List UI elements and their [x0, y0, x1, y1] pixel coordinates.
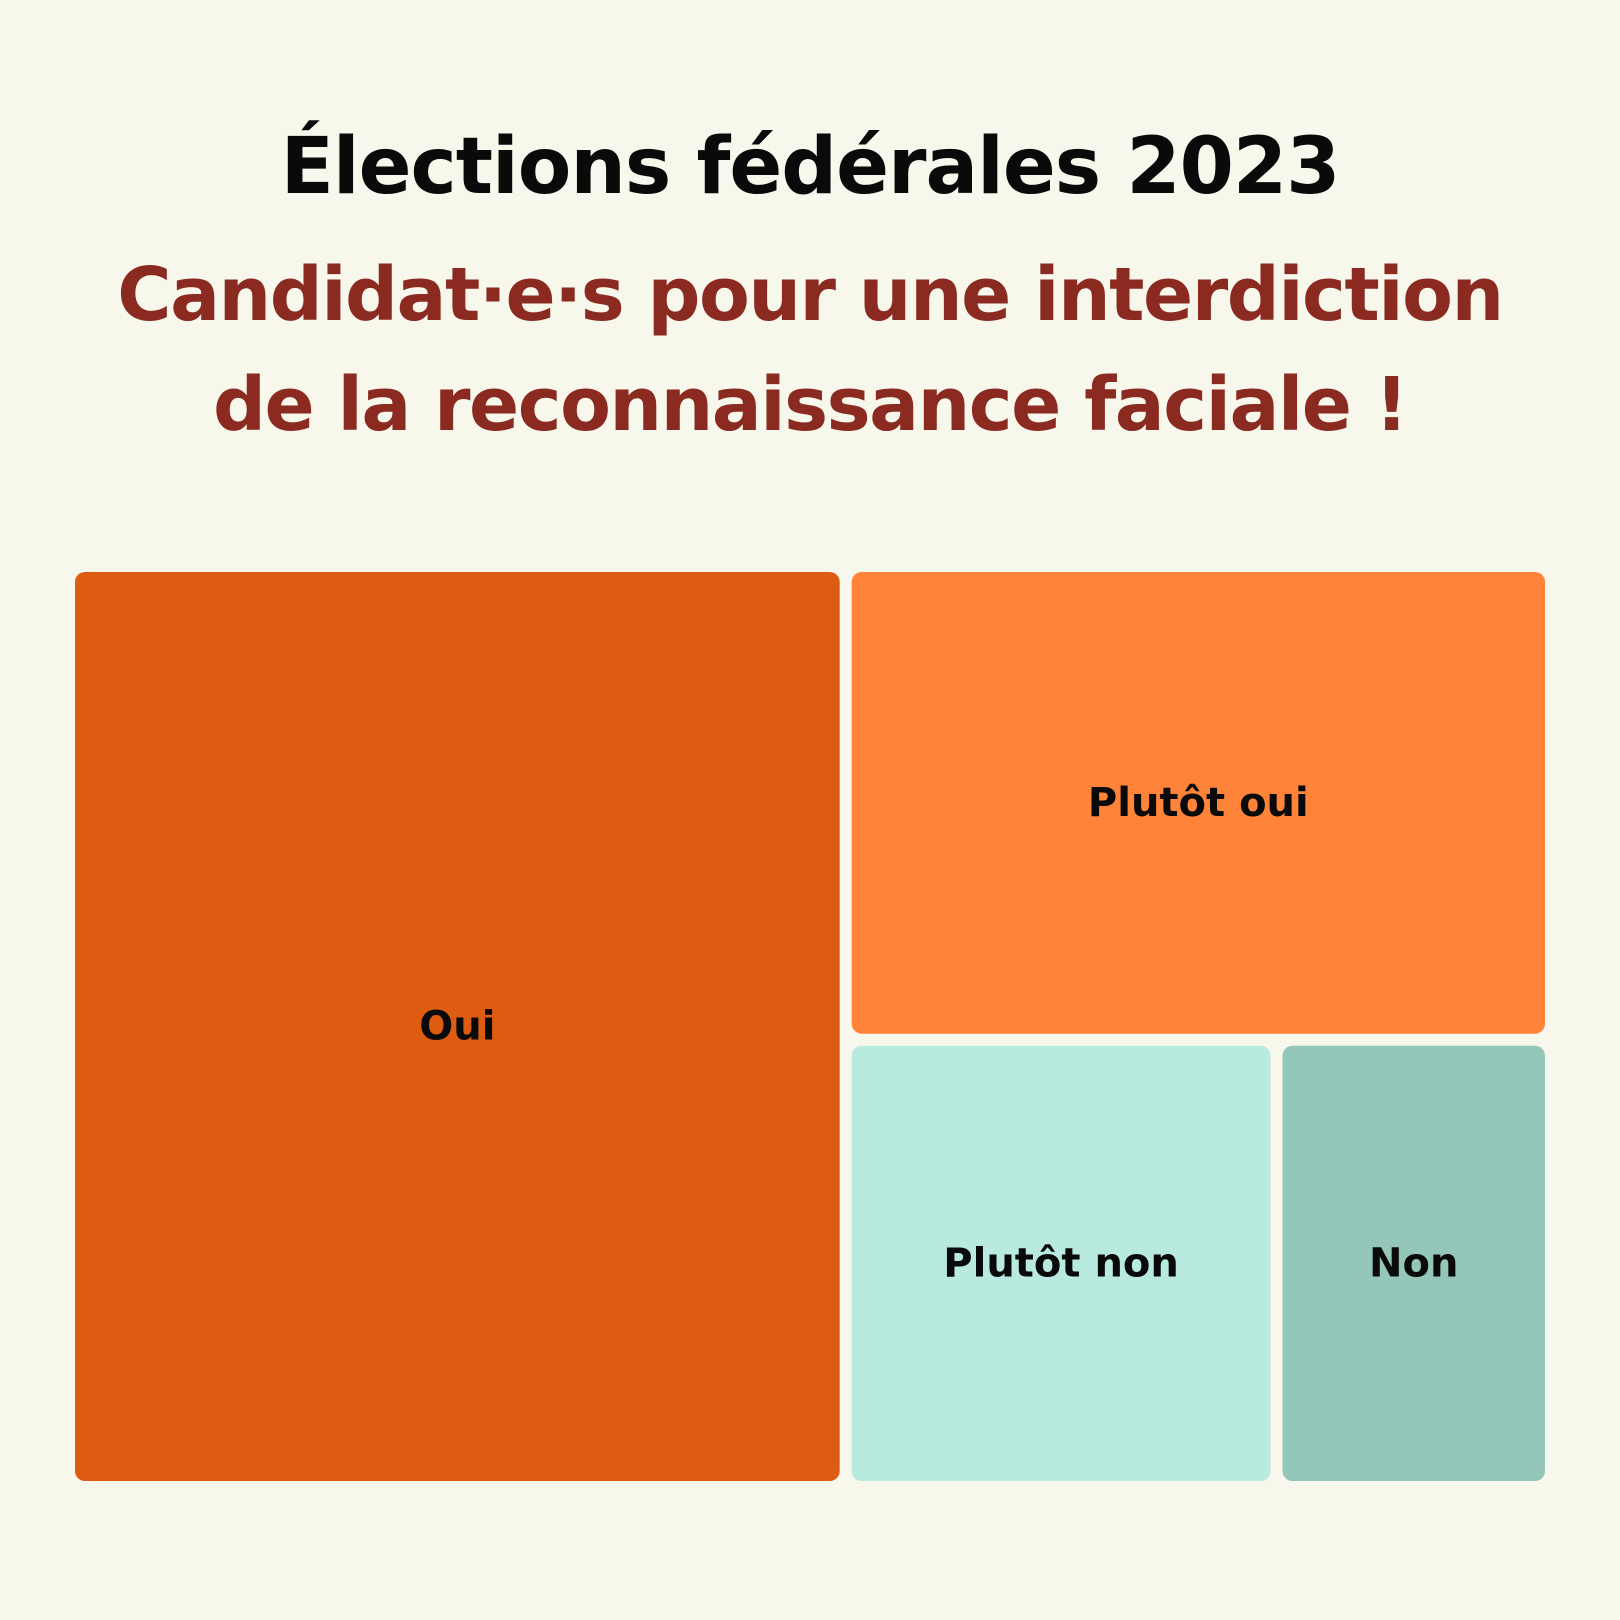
- treemap-tile-plutot-oui: [851, 572, 1545, 1034]
- treemap-label-oui: Oui: [419, 1004, 495, 1050]
- treemap-label-non: Non: [1369, 1240, 1458, 1286]
- treemap-tile-non: [1282, 1045, 1545, 1481]
- chart-subtitle-line-2: de la reconnaissance faciale !: [213, 362, 1408, 448]
- chart-title: Élections fédérales 2023: [280, 122, 1341, 212]
- treemap-label-plutot-oui: Plutôt oui: [1088, 780, 1309, 826]
- treemap-tile-plutot-non: [851, 1045, 1271, 1481]
- treemap-label-plutot-non: Plutôt non: [943, 1240, 1179, 1286]
- chart-subtitle-line-1: Candidat·e·s pour une interdiction: [117, 252, 1504, 338]
- treemap-tile-oui: [75, 572, 840, 1481]
